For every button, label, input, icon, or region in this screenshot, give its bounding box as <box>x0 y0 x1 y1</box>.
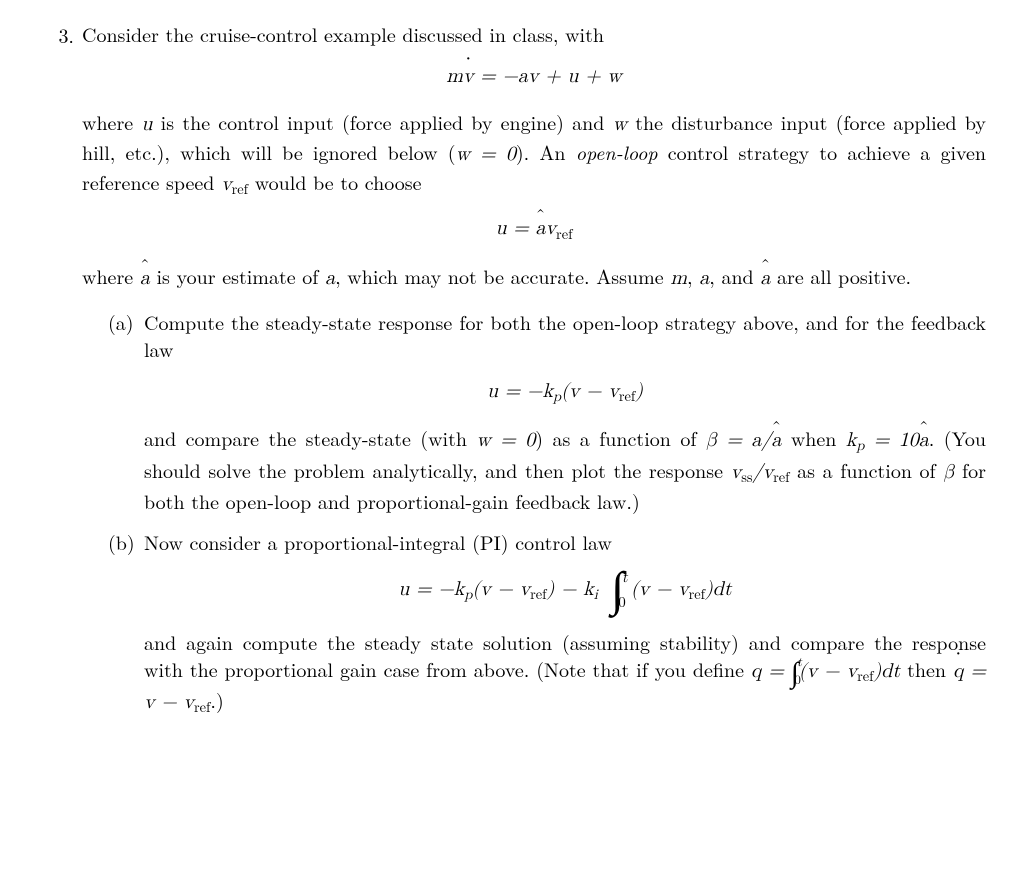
problem-number: 3. <box>32 20 82 49</box>
subpart-b: (b) Now consider a proportional-integral… <box>108 528 986 717</box>
and-sep: , and <box>709 261 760 290</box>
qdot-ref: ref <box>194 700 210 715</box>
q-intg-close: )dt <box>874 661 901 681</box>
eq-system: mv = −av + u + w <box>82 63 986 90</box>
vref-sub: ref <box>232 182 248 197</box>
sub-a-intro: Compute the steady-state response for bo… <box>144 307 986 363</box>
eq-ol-v: v <box>545 218 556 238</box>
page-container: 3. Consider the cruise-control example d… <box>0 0 1026 752</box>
sub-a-mid3: when <box>781 423 845 452</box>
eq-pi-mid: − k <box>554 579 593 599</box>
text-ahat-3: , which may not be accurate. Assume <box>335 261 670 290</box>
para-where: where u is the control input (force appl… <box>82 108 986 199</box>
eq-pi-ki: i <box>594 587 598 602</box>
text-where-mid1: is the control input (force applied by e… <box>152 107 612 136</box>
integral-inline-upper: t <box>797 654 802 672</box>
q-eq: q = <box>751 661 791 681</box>
comma-1: , <box>687 261 699 290</box>
qdot: q <box>953 658 964 685</box>
integral-inline-lower: 0 <box>794 672 801 690</box>
eq-pi-pre: u = −k <box>398 579 464 599</box>
w-eq-zero-2: w = 0 <box>476 430 535 450</box>
problem-3: 3. Consider the cruise-control example d… <box>32 20 986 732</box>
eq-ol-ahat: a <box>535 215 545 242</box>
kp-k: k <box>846 430 857 450</box>
vref-v2: v <box>763 462 774 482</box>
integral-upper: t <box>622 568 628 588</box>
eq-fb-kp: p <box>553 389 561 404</box>
text-ahat-2: is your estimate of <box>150 261 325 290</box>
text-ahat-4: are all positive. <box>770 261 911 290</box>
eq-system-m: m <box>446 66 463 86</box>
ahat-inline-2: a <box>760 265 770 292</box>
subpart-a-label: (a) <box>108 308 144 335</box>
vss-v: v <box>731 462 742 482</box>
eq-pi-ref1: ref <box>530 587 546 602</box>
q-intg-open: (v − v <box>799 661 857 681</box>
integral-inline: ∫t0 <box>791 659 799 686</box>
eq-pi-open1: (v − v <box>472 579 530 599</box>
sub-b-tail3: .) <box>210 685 223 714</box>
ahat-10: a <box>919 427 929 454</box>
sub-a-mid5: as a function of <box>790 455 944 484</box>
eq-pi-intg-open: (v − v <box>631 579 689 599</box>
eq-feedback: u = −kp(v − vref) <box>144 378 986 406</box>
w-eq-zero: w = 0 <box>456 144 516 164</box>
ahat-beta: a <box>771 427 781 454</box>
intro-line: Consider the cruise-control example disc… <box>82 20 986 47</box>
var-u: u <box>141 114 152 134</box>
vss-ss: ss <box>741 470 752 485</box>
eq-ol-ref: ref <box>556 227 572 242</box>
a-inline: a <box>325 268 335 288</box>
subpart-b-label: (b) <box>108 528 144 555</box>
var-w: w <box>613 114 627 134</box>
ahat-inline: a <box>140 265 150 292</box>
subpart-b-body: Now consider a proportional-integral (PI… <box>144 528 986 717</box>
m-inline: m <box>670 268 687 288</box>
subpart-a-body: Compute the steady-state response for bo… <box>144 308 986 514</box>
eq-system-vdot: v <box>463 63 474 90</box>
beta-def: β = a/ <box>706 430 772 450</box>
subparts: (a) Compute the steady-state response fo… <box>82 308 986 718</box>
eq-fb-ref: ref <box>619 389 635 404</box>
integral-lower: 0 <box>618 593 626 613</box>
vref-v: v <box>221 174 232 194</box>
vss-slash: / <box>753 462 763 482</box>
vref-sub2: ref <box>773 470 789 485</box>
eq-pi-ref2: ref <box>689 587 705 602</box>
text-where-mid3: ). An <box>516 137 576 166</box>
sub-a-mid2: ) as a function of <box>535 423 706 452</box>
eq-pi: u = −kp(v − vref) − ki ∫ t 0 (v − vref)d… <box>144 571 986 609</box>
a-inline-2: a <box>699 268 709 288</box>
para-ahat: where a is your estimate of a, which may… <box>82 262 986 292</box>
eq-fb-pre: u = −k <box>487 381 553 401</box>
eq-fb-open: (v − v <box>561 381 619 401</box>
subpart-a: (a) Compute the steady-state response fo… <box>108 308 986 514</box>
sub-b-intro: Now consider a proportional-integral (PI… <box>144 527 612 556</box>
text-ahat-1: where <box>82 261 140 290</box>
open-loop-italic: open-loop <box>576 137 658 166</box>
kp-eq-10: = 10 <box>864 430 918 450</box>
text-where-pre: where <box>82 107 141 136</box>
q-intg-ref: ref <box>857 669 873 684</box>
eq-openloop: u = avref <box>82 215 986 243</box>
sub-a-mid1: and compare the steady-state (with <box>144 423 476 452</box>
eq-system-rhs: = −av + u + w <box>474 66 622 86</box>
eq-pi-intg-close: )dt <box>705 579 732 599</box>
sub-b-tail2: then <box>900 654 953 683</box>
text-where-end: would be to choose <box>248 167 421 196</box>
beta-only: β <box>943 462 954 482</box>
eq-ol-lhs: u = <box>496 218 536 238</box>
problem-body: Consider the cruise-control example disc… <box>82 20 986 732</box>
integral-display: ∫ t 0 <box>611 571 624 609</box>
eq-fb-close: ) <box>635 381 643 401</box>
